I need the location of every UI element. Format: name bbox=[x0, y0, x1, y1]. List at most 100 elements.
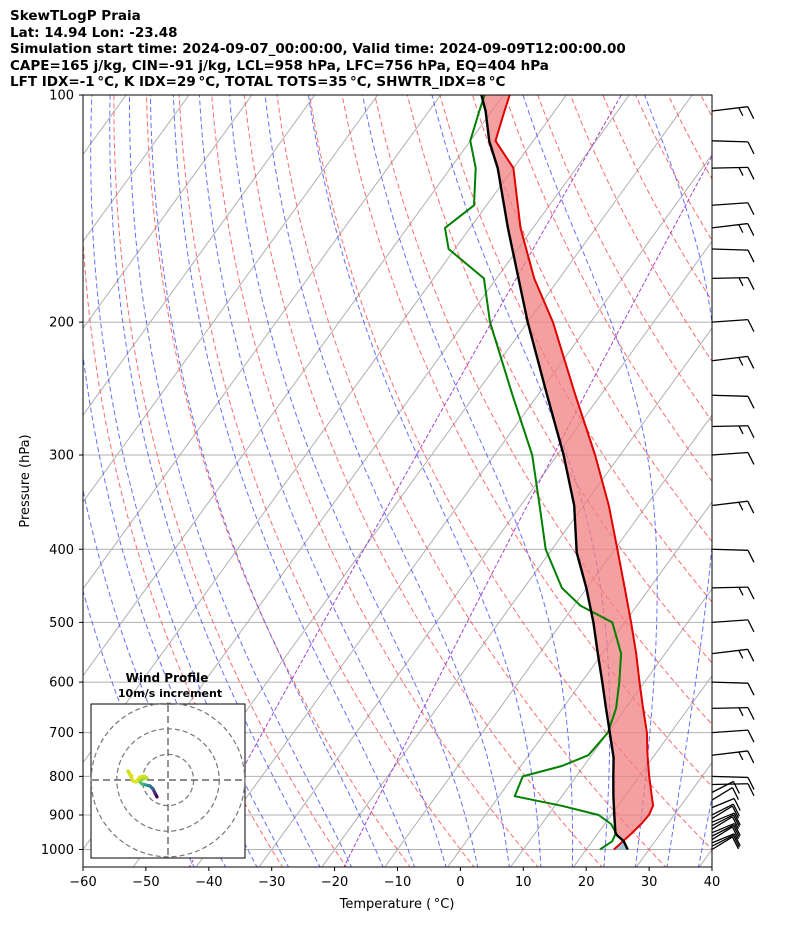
y-tick-label: 200 bbox=[49, 316, 74, 331]
dry-adiabat bbox=[766, 95, 794, 869]
y-axis-label: Pressure (hPa) bbox=[18, 434, 33, 527]
x-tick-label: 20 bbox=[578, 875, 595, 890]
moist-adiabat bbox=[264, 95, 510, 867]
isotherm bbox=[572, 674, 712, 867]
dry-adiabat bbox=[700, 95, 712, 118]
dry-adiabat bbox=[472, 95, 712, 543]
wind-barb bbox=[711, 805, 740, 820]
moist-adiabat bbox=[697, 795, 712, 867]
wind-barb bbox=[711, 681, 755, 696]
wind-barb bbox=[711, 775, 755, 790]
dry-adiabat bbox=[309, 95, 712, 851]
moist-adiabat bbox=[149, 95, 384, 867]
temperature-profile bbox=[494, 95, 655, 851]
y-tick-label: 1000 bbox=[41, 843, 74, 858]
wind-barb bbox=[711, 797, 741, 811]
moist-adiabat bbox=[308, 95, 542, 867]
dewpoint-profile bbox=[444, 95, 623, 851]
y-tick-label: 900 bbox=[49, 808, 74, 823]
dry-adiabat bbox=[374, 95, 712, 726]
chart-title: SkewTLogP Praia bbox=[10, 8, 141, 24]
isotherm bbox=[195, 153, 712, 867]
isotherm bbox=[258, 240, 712, 867]
wind-barb bbox=[711, 140, 755, 155]
wind-barb bbox=[711, 425, 755, 439]
x-tick-label: 10 bbox=[515, 875, 532, 890]
dry-adiabat bbox=[83, 231, 284, 867]
wind-barb bbox=[711, 277, 755, 290]
isotherm bbox=[83, 95, 316, 416]
hodograph-title: Wind Profile bbox=[126, 671, 209, 685]
wind-barb bbox=[711, 202, 755, 216]
dry-adiabat bbox=[635, 95, 712, 242]
y-tick-label: 300 bbox=[49, 448, 74, 463]
moist-adiabat bbox=[129, 95, 353, 867]
moist-adiabat bbox=[644, 95, 712, 867]
x-tick-label: −20 bbox=[321, 875, 348, 890]
wind-barb bbox=[711, 166, 755, 180]
isotherm bbox=[83, 95, 253, 330]
isotherm bbox=[510, 588, 712, 867]
dry-adiabat bbox=[733, 95, 794, 869]
hodograph-trace-segment bbox=[128, 773, 134, 778]
dry-adiabat bbox=[504, 95, 712, 483]
wind-barb bbox=[711, 706, 755, 720]
wind-barb bbox=[711, 355, 755, 369]
isotherm bbox=[83, 95, 442, 590]
wind-barb bbox=[711, 826, 740, 841]
y-tick-label: 500 bbox=[49, 616, 74, 631]
x-tick-label: −50 bbox=[132, 875, 159, 890]
chart-header: SkewTLogP Praia Lat: 14.94 Lon: -23.48 S… bbox=[10, 8, 626, 91]
y-tick-label: 400 bbox=[49, 543, 74, 558]
y-tick-label: 800 bbox=[49, 770, 74, 785]
wind-barb bbox=[711, 106, 755, 119]
wind-barb bbox=[711, 822, 741, 836]
y-tick-label: 600 bbox=[49, 676, 74, 691]
wind-barb bbox=[711, 812, 741, 826]
isotherm bbox=[0, 78, 12, 868]
x-tick-label: −60 bbox=[69, 875, 96, 890]
moist-adiabat bbox=[172, 95, 416, 867]
wind-barb bbox=[711, 836, 740, 851]
x-axis-label: Temperature ( °C) bbox=[339, 897, 455, 912]
cape-line: CAPE=165 j/kg, CIN=-91 j/kg, LCL=958 hPa… bbox=[10, 57, 549, 74]
x-tick-label: −30 bbox=[258, 875, 285, 890]
hodograph-inset: Wind Profile 10m/s increment bbox=[90, 671, 246, 859]
wind-barb bbox=[711, 814, 740, 828]
dry-adiabat bbox=[146, 95, 411, 867]
parcel-profile bbox=[480, 95, 629, 851]
dry-adiabat bbox=[243, 95, 603, 867]
location-line: Lat: 14.94 Lon: -23.48 bbox=[10, 24, 178, 41]
isotherm bbox=[384, 414, 712, 867]
x-tick-label: 0 bbox=[456, 875, 464, 890]
isotherm bbox=[447, 501, 712, 867]
x-tick-label: −40 bbox=[195, 875, 222, 890]
moist-adiabat bbox=[109, 95, 321, 867]
wind-barb bbox=[711, 318, 755, 332]
wind-barb bbox=[711, 394, 755, 409]
wind-barb bbox=[711, 451, 755, 465]
x-tick-label: 40 bbox=[704, 875, 721, 890]
x-tick-label: −10 bbox=[384, 875, 411, 890]
axis-ticks: −60 −50 −40 −30 −20 −10 0 10 20 30 40 1000 900 800 700… bbox=[41, 89, 720, 891]
profile-lines bbox=[444, 95, 655, 851]
wind-barb bbox=[711, 750, 755, 764]
wind-barb bbox=[711, 834, 740, 848]
moist-adiabat bbox=[229, 95, 479, 867]
wind-barb bbox=[711, 586, 755, 600]
isotherm bbox=[0, 78, 75, 868]
hodograph-subtitle: 10m/s increment bbox=[118, 687, 222, 700]
wind-barb bbox=[711, 824, 740, 838]
y-tick-label: 700 bbox=[49, 726, 74, 741]
y-tick-label: 100 bbox=[49, 89, 74, 104]
wind-barb bbox=[711, 803, 740, 817]
wind-barb bbox=[711, 786, 740, 801]
grid bbox=[0, 78, 794, 869]
isotherm bbox=[635, 761, 712, 867]
dry-adiabat bbox=[211, 95, 539, 867]
wind-barb bbox=[711, 833, 741, 847]
wind-barb bbox=[711, 648, 755, 662]
wind-barb bbox=[711, 729, 755, 743]
moist-adiabat bbox=[198, 95, 447, 867]
